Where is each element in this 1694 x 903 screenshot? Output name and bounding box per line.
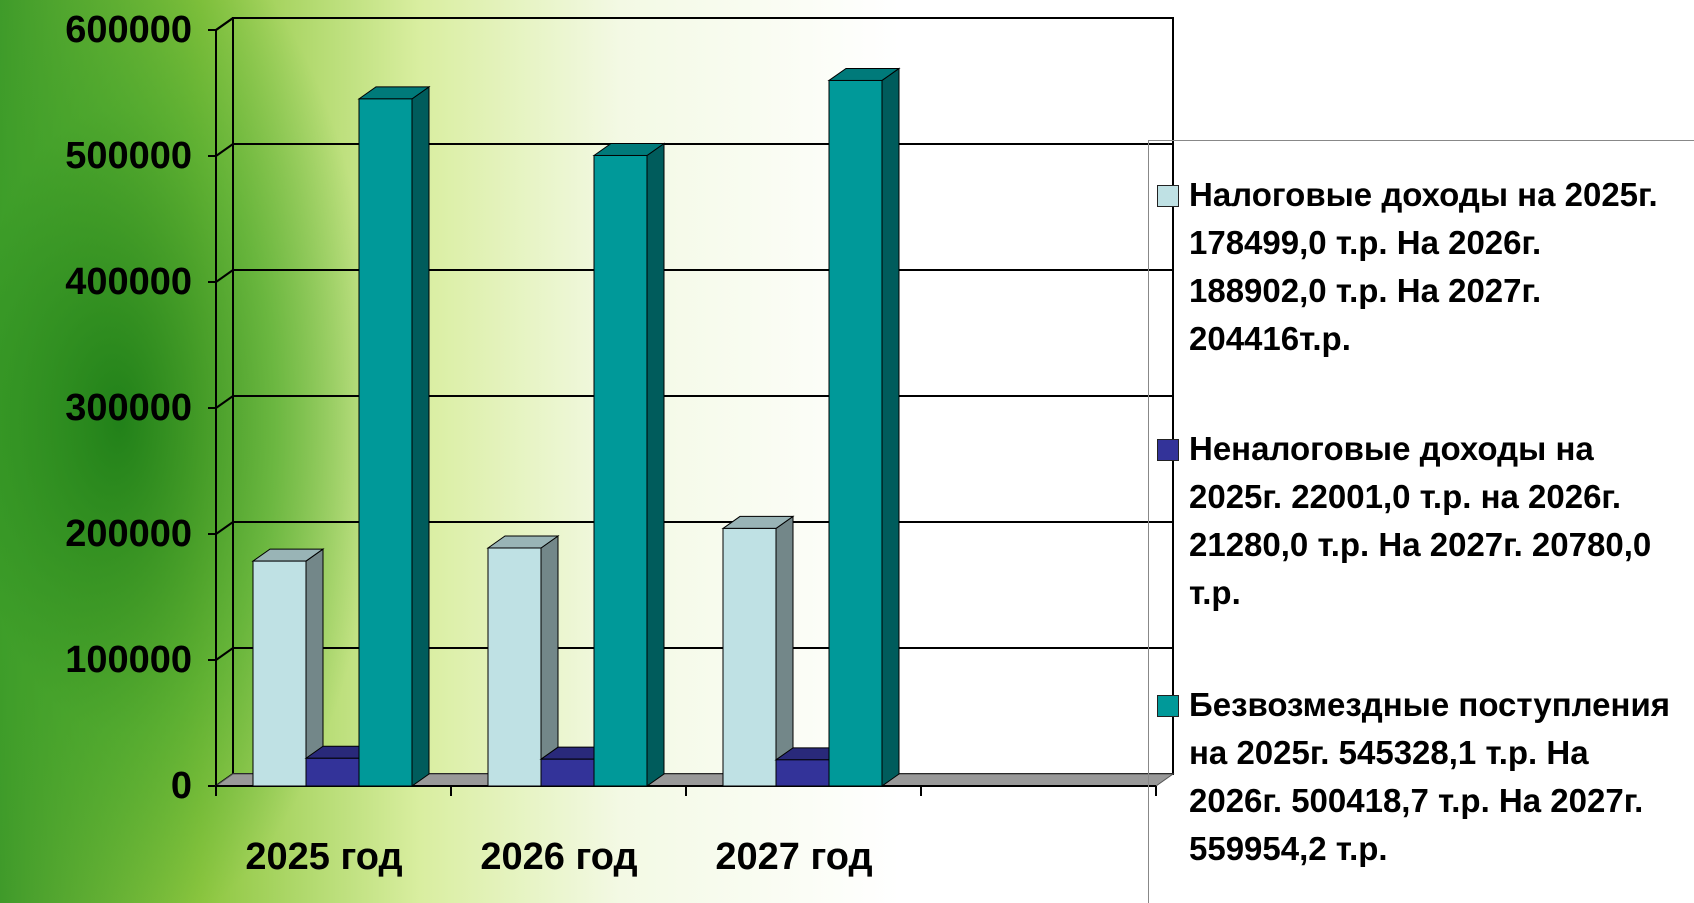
y-tick-label: 500000 bbox=[65, 135, 192, 177]
y-tick-label: 100000 bbox=[65, 639, 192, 681]
bar bbox=[593, 154, 648, 787]
grid-line bbox=[215, 269, 234, 283]
y-tick-label: 400000 bbox=[65, 261, 192, 303]
bar-side bbox=[775, 515, 794, 787]
y-tick-label: 300000 bbox=[65, 387, 192, 429]
legend: Налоговые доходы на 2025г. 178499,0 т.р.… bbox=[1148, 140, 1694, 903]
y-tick-label: 200000 bbox=[65, 513, 192, 555]
grid-line bbox=[215, 395, 234, 409]
grid-line bbox=[215, 647, 234, 661]
legend-label: Безвозмездные поступления на 2025г. 5453… bbox=[1189, 686, 1671, 867]
legend-swatch bbox=[1157, 695, 1179, 717]
legend-swatch bbox=[1157, 439, 1179, 461]
grid-line bbox=[215, 143, 234, 157]
y-tick-label: 600000 bbox=[65, 9, 192, 51]
legend-label: Неналоговые доходы на 2025г. 22001,0 т.р… bbox=[1189, 430, 1652, 611]
bar bbox=[540, 758, 595, 787]
x-tick-label: 2026 год bbox=[480, 836, 637, 878]
grid-line bbox=[215, 17, 234, 31]
bar-side bbox=[646, 142, 665, 787]
bar bbox=[305, 757, 360, 787]
bar bbox=[358, 98, 413, 787]
bar-side bbox=[411, 85, 430, 787]
bar bbox=[252, 560, 307, 787]
bar bbox=[722, 527, 777, 787]
legend-item: Неналоговые доходы на 2025г. 22001,0 т.р… bbox=[1157, 425, 1687, 617]
grid-line bbox=[215, 521, 234, 535]
x-tick-label: 2025 год bbox=[245, 836, 402, 878]
bar bbox=[775, 759, 830, 787]
bar bbox=[828, 79, 883, 787]
legend-item: Безвозмездные поступления на 2025г. 5453… bbox=[1157, 681, 1687, 873]
x-tick-label: 2027 год bbox=[715, 836, 872, 878]
bar bbox=[487, 547, 542, 787]
bar-side bbox=[881, 67, 900, 787]
legend-item: Налоговые доходы на 2025г. 178499,0 т.р.… bbox=[1157, 171, 1687, 363]
legend-label: Налоговые доходы на 2025г. 178499,0 т.р.… bbox=[1189, 176, 1658, 357]
y-tick-label: 0 bbox=[171, 765, 192, 807]
legend-swatch bbox=[1157, 185, 1179, 207]
